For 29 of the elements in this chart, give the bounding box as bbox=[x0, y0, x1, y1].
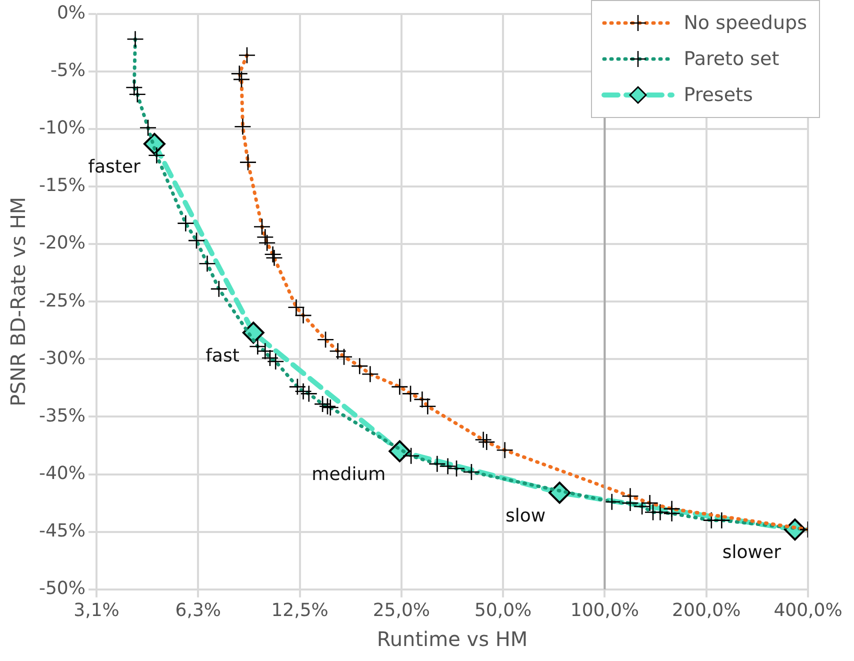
y-tick-label: -25% bbox=[38, 290, 86, 312]
annotation: fast bbox=[206, 345, 240, 366]
x-tick-label: 400,0% bbox=[774, 600, 842, 621]
y-tick-label: 0% bbox=[56, 2, 86, 24]
x-tick-label: 25,0% bbox=[372, 600, 430, 621]
y-axis-title: PSNR BD-Rate vs HM bbox=[6, 196, 30, 406]
y-tick-label: -45% bbox=[38, 520, 86, 542]
y-tick-label: -30% bbox=[38, 348, 86, 369]
x-tick-label: 12,5% bbox=[271, 600, 328, 621]
legend-label: Presets bbox=[684, 84, 753, 106]
y-tick-label: -5% bbox=[50, 60, 86, 82]
x-tick-label: 6,3% bbox=[175, 600, 222, 621]
x-tick-label: 50,0% bbox=[474, 600, 532, 621]
y-tick-label: -35% bbox=[38, 405, 86, 426]
annotation: slower bbox=[722, 542, 782, 564]
x-axis-title: Runtime vs HM bbox=[376, 627, 528, 652]
legend-label: Pareto set bbox=[684, 48, 780, 70]
annotation: faster bbox=[88, 156, 142, 178]
y-tick-label: -50% bbox=[38, 578, 86, 600]
y-tick-label: -15% bbox=[38, 175, 86, 196]
y-tick-label: -10% bbox=[38, 118, 86, 139]
x-tick-label: 200,0% bbox=[672, 600, 741, 621]
x-tick-label: 100,0% bbox=[570, 600, 640, 621]
legend-label: No speedups bbox=[684, 12, 807, 34]
y-tick-label: -40% bbox=[38, 462, 86, 484]
annotation: slow bbox=[505, 505, 546, 526]
x-tick-label: 3,1% bbox=[74, 600, 120, 621]
y-tick-label: -20% bbox=[38, 232, 86, 254]
annotation: medium bbox=[312, 464, 386, 485]
